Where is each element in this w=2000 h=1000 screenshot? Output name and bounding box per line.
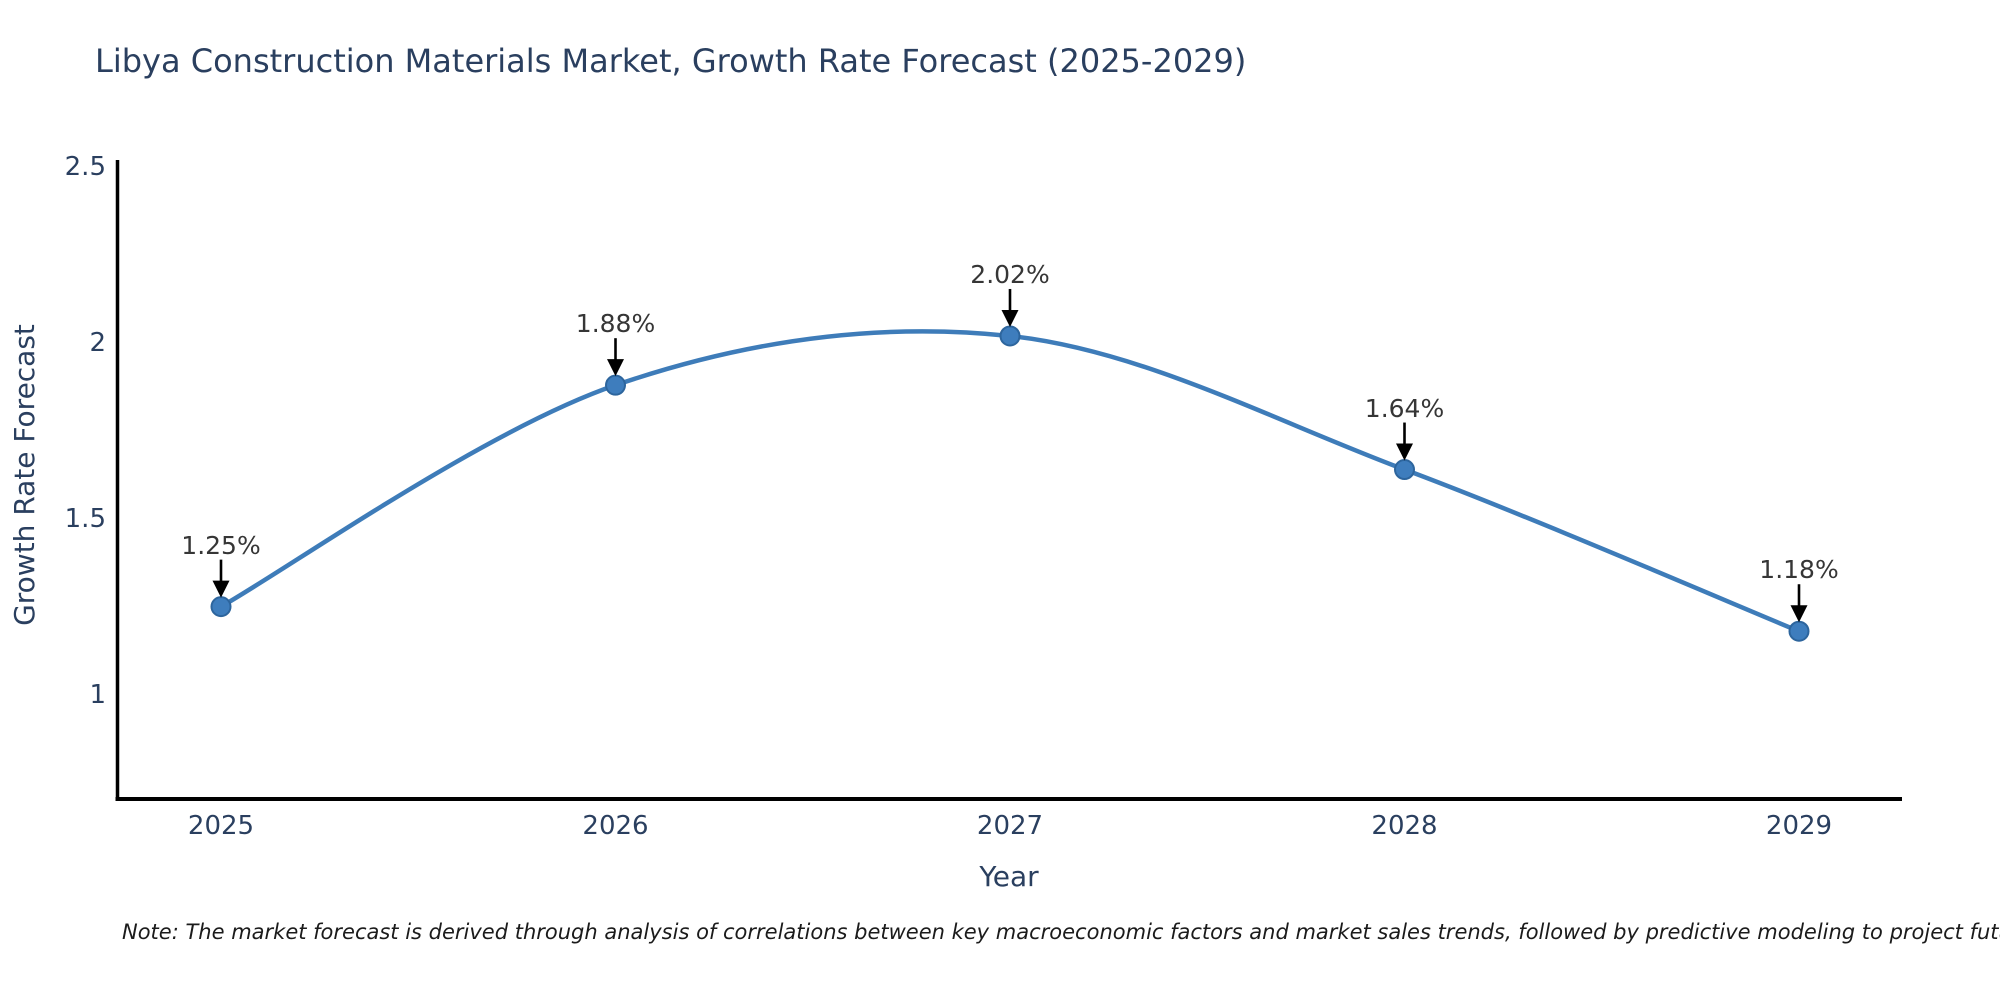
x-tick-label: 2026: [582, 811, 649, 841]
y-tick-label: 1.5: [64, 503, 106, 534]
data-point-marker: [210, 596, 232, 618]
line-series: [210, 325, 1810, 642]
annotation-arrow-head: [1001, 309, 1019, 327]
y-tick-label: 2.5: [64, 152, 106, 183]
annotation-arrow-head: [212, 580, 230, 598]
data-point-label: 1.25%: [181, 530, 261, 560]
annotation-arrow-head: [607, 359, 624, 377]
data-point-label: 2.02%: [970, 259, 1050, 289]
chart-title: Libya Construction Materials Market, Gro…: [95, 42, 1247, 80]
x-tick-label: 2025: [187, 811, 255, 841]
data-point-marker: [999, 325, 1021, 347]
data-point-label: 1.64%: [1364, 393, 1445, 423]
annotation-arrows: [212, 288, 1808, 623]
x-tick-label: 2029: [1765, 811, 1833, 841]
trend-line: [219, 329, 1800, 634]
data-point-marker: [1394, 459, 1415, 481]
footnote-text: Note: The market forecast is derived thr…: [122, 920, 2000, 944]
data-point-marker: [1788, 620, 1810, 642]
data-point-label: 1.18%: [1759, 555, 1839, 585]
data-point-marker: [605, 374, 626, 396]
x-axis-title: Year: [979, 860, 1039, 893]
annotation-arrow-head: [1790, 605, 1808, 623]
data-point-label: 1.88%: [575, 309, 656, 339]
y-tick-label: 2: [89, 328, 106, 358]
x-tick-label: 2027: [976, 811, 1044, 841]
x-tick-label: 2028: [1371, 811, 1438, 841]
y-axis-title: Growth Rate Forecast: [8, 324, 41, 626]
y-tick-label: 1: [89, 679, 106, 710]
annotation-arrow-head: [1396, 443, 1413, 461]
